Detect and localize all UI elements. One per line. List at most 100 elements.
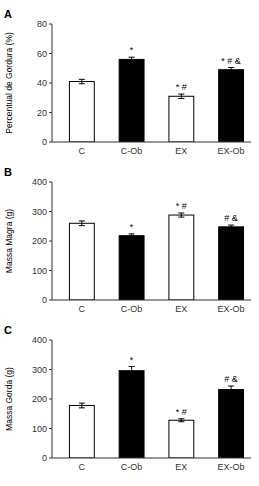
bar: [69, 82, 94, 142]
y-tick-label: 400: [32, 177, 47, 187]
error-cap: [79, 79, 85, 80]
y-tick-label: 60: [37, 49, 47, 59]
error-cap: [79, 225, 85, 226]
error-bar: [129, 367, 135, 375]
annotation: *: [130, 355, 134, 365]
bar: [69, 405, 94, 458]
error-bar: [178, 213, 184, 217]
error-cap: [228, 67, 234, 68]
error-bar: [79, 221, 85, 226]
error-cap: [178, 421, 184, 422]
x-axis-line: [52, 300, 251, 301]
error-cap: [178, 98, 184, 99]
x-axis-line: [52, 458, 251, 459]
x-tick-label: C: [79, 304, 86, 314]
error-bar: [178, 419, 184, 422]
annotation: * #: [176, 407, 187, 417]
panel-label: A: [4, 8, 12, 20]
error-bar: [228, 68, 234, 72]
x-tick-label: C: [79, 146, 86, 156]
marks: [69, 213, 243, 300]
y-axis-label: Massa Magra (g): [4, 209, 14, 273]
error-line: [131, 367, 132, 375]
error-cap: [228, 225, 234, 226]
annotation: *: [130, 45, 134, 55]
error-line: [181, 94, 182, 98]
error-cap: [79, 220, 85, 221]
bar: [119, 236, 144, 300]
error-cap: [129, 237, 135, 238]
y-tick-label: 40: [37, 78, 47, 88]
y-tick-label: 0: [42, 453, 47, 463]
x-tick-label: C-Ob: [121, 146, 143, 156]
y-tick-label: 80: [37, 19, 47, 29]
bar: [219, 70, 244, 142]
panel-label: B: [4, 166, 12, 178]
x-tick-label: EX-Ob: [218, 146, 245, 156]
y-tick-label: 0: [42, 295, 47, 305]
panel-label: C: [4, 324, 12, 336]
error-cap: [228, 228, 234, 229]
annotation: # &: [224, 213, 238, 223]
x-tick-label: EX-Ob: [218, 304, 245, 314]
error-cap: [129, 61, 135, 62]
error-bar: [79, 79, 85, 83]
y-tick-label: 200: [32, 394, 47, 404]
error-bar: [178, 94, 184, 98]
x-tick-label: EX: [175, 462, 187, 472]
y-tick-label: 100: [32, 266, 47, 276]
error-cap: [129, 233, 135, 234]
bar: [119, 59, 144, 142]
y-axis-line: [52, 24, 53, 142]
error-cap: [178, 94, 184, 95]
error-bar: [228, 386, 234, 393]
error-cap: [228, 386, 234, 387]
bar: [119, 371, 144, 458]
error-cap: [178, 217, 184, 218]
error-line: [231, 386, 232, 393]
error-cap: [79, 407, 85, 408]
bar: [169, 420, 194, 458]
error-cap: [129, 57, 135, 58]
error-bar: [79, 403, 85, 408]
error-line: [231, 225, 232, 229]
marks: [69, 57, 243, 142]
y-tick-label: 0: [42, 137, 47, 147]
bar: [219, 227, 244, 300]
error-cap: [79, 403, 85, 404]
error-cap: [228, 71, 234, 72]
annotation: # &: [224, 374, 238, 384]
y-axis-label: Massa Gorda (g): [4, 367, 14, 431]
y-tick-label: 20: [37, 108, 47, 118]
y-tick-label: 200: [32, 236, 47, 246]
error-cap: [79, 83, 85, 84]
error-bar: [129, 234, 135, 238]
error-cap: [228, 393, 234, 394]
x-tick-label: C-Ob: [121, 304, 143, 314]
bar: [169, 215, 194, 300]
marks: [69, 367, 243, 458]
error-cap: [129, 366, 135, 367]
error-line: [181, 213, 182, 217]
y-tick-label: 100: [32, 424, 47, 434]
x-tick-label: EX: [175, 304, 187, 314]
panel: CMassa Gorda (g)0100200300400** ## &CC-O…: [4, 324, 251, 472]
annotation: * #: [176, 201, 187, 211]
y-tick-label: 400: [32, 335, 47, 345]
bar: [69, 223, 94, 300]
bar: [219, 390, 244, 458]
error-cap: [178, 418, 184, 419]
annotation: * # &: [221, 56, 241, 66]
error-cap: [129, 374, 135, 375]
error-line: [131, 234, 132, 238]
y-tick-label: 300: [32, 365, 47, 375]
y-tick-label: 300: [32, 207, 47, 217]
bar: [169, 96, 194, 142]
error-line: [81, 221, 82, 226]
error-line: [81, 403, 82, 408]
figure: A Percentual de Gordura (%) 0 20 40 60 80 * * # *…: [0, 0, 259, 486]
error-cap: [178, 212, 184, 213]
error-bar: [129, 57, 135, 61]
y-axis-label: Percentual de Gordura (%): [4, 32, 14, 134]
panel: BMassa Magra (g)0100200300400** ## &CC-O…: [4, 166, 251, 314]
